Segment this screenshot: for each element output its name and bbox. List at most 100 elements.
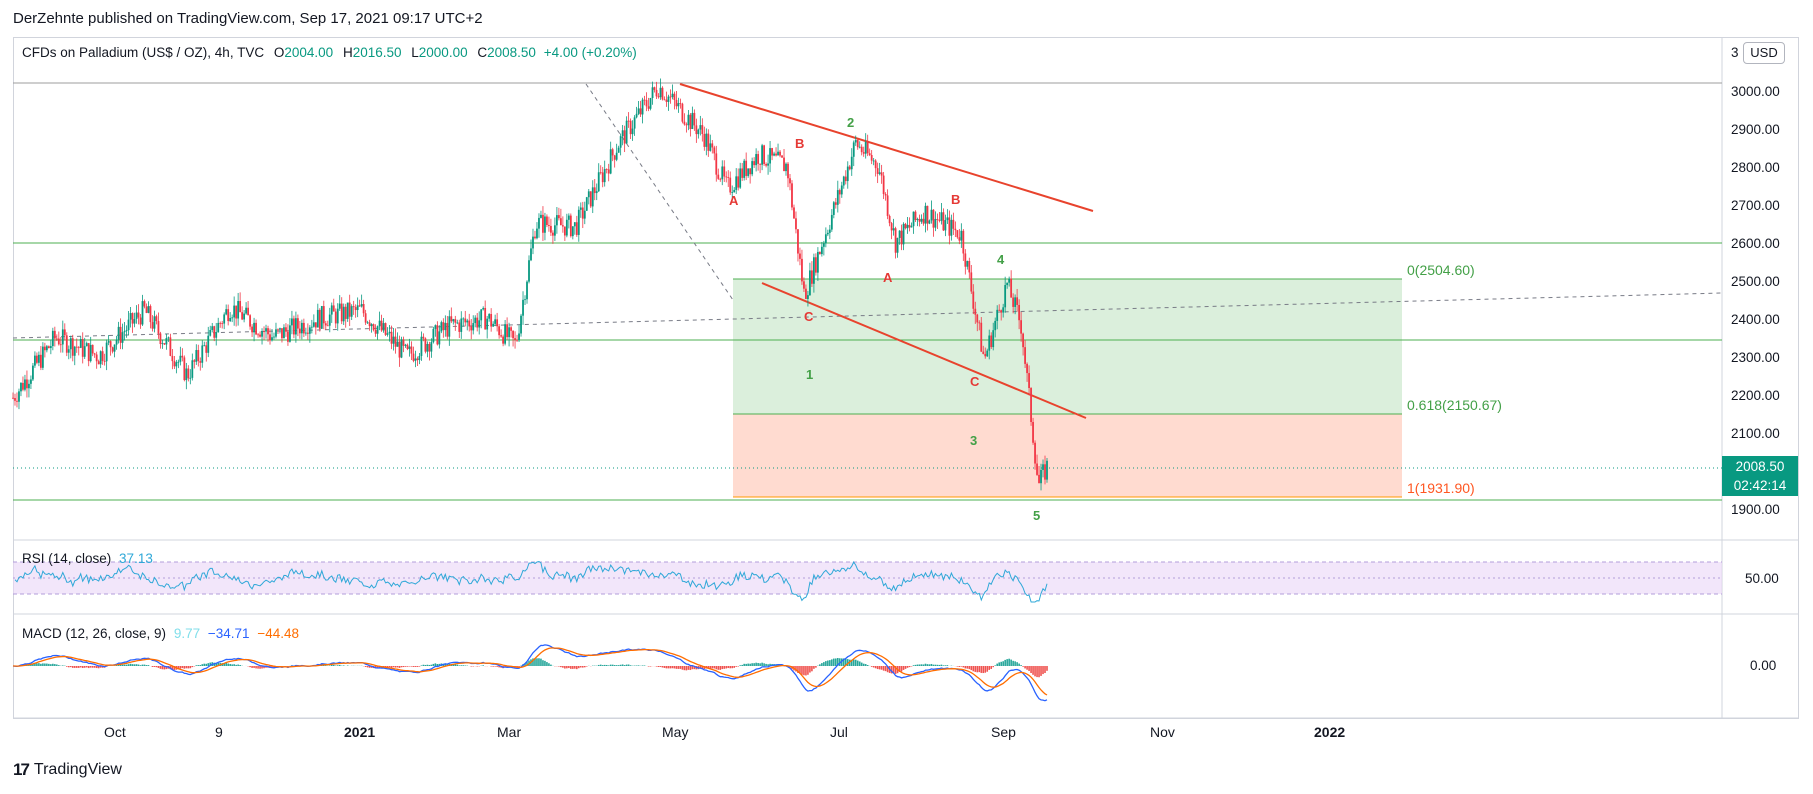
candle-body: [657, 96, 660, 98]
dashed-line-diagonal[interactable]: [585, 83, 734, 301]
macd-line[interactable]: [12, 644, 1048, 702]
candle-body: [185, 368, 188, 381]
candle-body: [498, 326, 501, 336]
macd-histogram-bar: [876, 666, 879, 670]
macd-histogram-bar: [56, 664, 58, 666]
candle-body: [14, 398, 16, 401]
candle-body: [360, 304, 363, 307]
macd-histogram-bar: [181, 666, 184, 669]
candle-body: [61, 329, 64, 345]
macd-histogram-bar: [69, 666, 72, 668]
rsi-line[interactable]: [14, 560, 1048, 603]
macd-histogram-bar: [1042, 666, 1044, 675]
macd-histogram-bar: [992, 666, 995, 668]
candle-body: [966, 260, 969, 267]
macd-histogram-bar: [263, 666, 265, 669]
candle-body: [912, 211, 915, 227]
macd-histogram-bar: [1044, 666, 1046, 673]
candle-body: [852, 142, 855, 157]
candle-body: [791, 183, 793, 208]
macd-histogram-bar: [942, 665, 945, 666]
candle-body: [928, 220, 931, 224]
candle-body: [97, 361, 100, 365]
support-trendline[interactable]: [761, 282, 1087, 419]
candle-body: [57, 338, 60, 345]
candle-body: [183, 357, 186, 381]
candle-body: [318, 309, 321, 329]
macd-legend[interactable]: MACD (12, 26, close, 9) 9.77 −34.71 −44.…: [22, 626, 299, 641]
candle-body: [524, 299, 526, 301]
macd-histogram-bar: [81, 666, 84, 668]
candle-body: [591, 187, 594, 207]
candle-body: [241, 312, 244, 320]
macd-histogram-bar: [155, 666, 158, 668]
macd-histogram-bar: [1006, 659, 1008, 666]
candle-body: [793, 207, 795, 219]
candle-body: [595, 191, 598, 194]
candle-body: [709, 143, 712, 151]
fib-zone-green[interactable]: [733, 279, 1402, 414]
tradingview-logo[interactable]: 17 TradingView: [13, 760, 122, 780]
candle-body: [245, 307, 247, 314]
fib-zone-orange[interactable]: [733, 414, 1402, 497]
candle-body: [908, 224, 911, 228]
signal-line[interactable]: [13, 647, 1048, 696]
candle-body: [139, 317, 142, 325]
macd-histogram-bar: [864, 664, 867, 666]
macd-histogram-bar: [147, 665, 150, 666]
candle-body: [1014, 297, 1017, 307]
candle-body: [1034, 442, 1036, 464]
candle-body: [199, 361, 202, 363]
candle-body: [703, 134, 706, 147]
macd-histogram-bar: [135, 664, 138, 666]
currency-button[interactable]: USD: [1743, 42, 1785, 64]
candle-body: [243, 313, 246, 320]
macd-histogram-bar: [763, 663, 765, 666]
candle-body: [743, 160, 746, 178]
candle-body: [898, 230, 901, 238]
candle-body: [400, 339, 403, 358]
candle-body: [22, 382, 24, 390]
wave-label-5: 5: [1033, 508, 1040, 523]
candle-body: [522, 299, 524, 316]
candle-body: [159, 333, 162, 345]
candle-body: [552, 232, 554, 236]
rsi-legend[interactable]: RSI (14, close) 37.13: [22, 551, 153, 566]
candle-body: [490, 314, 493, 327]
candle-body: [442, 322, 445, 331]
candle-body: [508, 327, 510, 338]
main-legend[interactable]: CFDs on Palladium (US$ / OZ), 4h, TVC O2…: [22, 45, 637, 60]
candle-body: [795, 218, 797, 230]
macd-histogram-bar: [916, 664, 919, 666]
candle-body: [119, 326, 122, 343]
candle-body: [924, 205, 927, 224]
candle-body: [773, 153, 775, 156]
macd-histogram-bar: [976, 666, 979, 673]
macd-histogram-bar: [687, 666, 690, 670]
candle-body: [986, 350, 989, 357]
macd-histogram-bar: [900, 666, 903, 672]
candlestick-series[interactable]: [12, 78, 1048, 491]
candle-body: [725, 176, 728, 178]
macd-histogram-bar: [456, 664, 459, 666]
macd-histogram-bar: [1018, 663, 1020, 666]
macd-histogram-bar: [902, 666, 905, 670]
candle-body: [1038, 474, 1040, 484]
macd-histogram-bar: [215, 662, 218, 666]
candle-body: [464, 318, 467, 323]
candle-body: [41, 346, 44, 368]
candle-body: [484, 307, 487, 330]
candle-body: [446, 322, 449, 337]
macd-histogram-bar: [173, 666, 176, 670]
macd-histogram-bar: [733, 666, 736, 668]
candle-body: [69, 338, 72, 350]
resistance-trendline[interactable]: [679, 83, 1094, 212]
macd-histogram-bar: [803, 666, 805, 676]
dashed-line-long[interactable]: [12, 292, 1723, 339]
candle-body: [376, 326, 379, 334]
candle-body: [840, 185, 843, 195]
candle-body: [832, 202, 835, 215]
macd-histogram-bar: [91, 666, 94, 668]
candle-body: [291, 318, 293, 326]
